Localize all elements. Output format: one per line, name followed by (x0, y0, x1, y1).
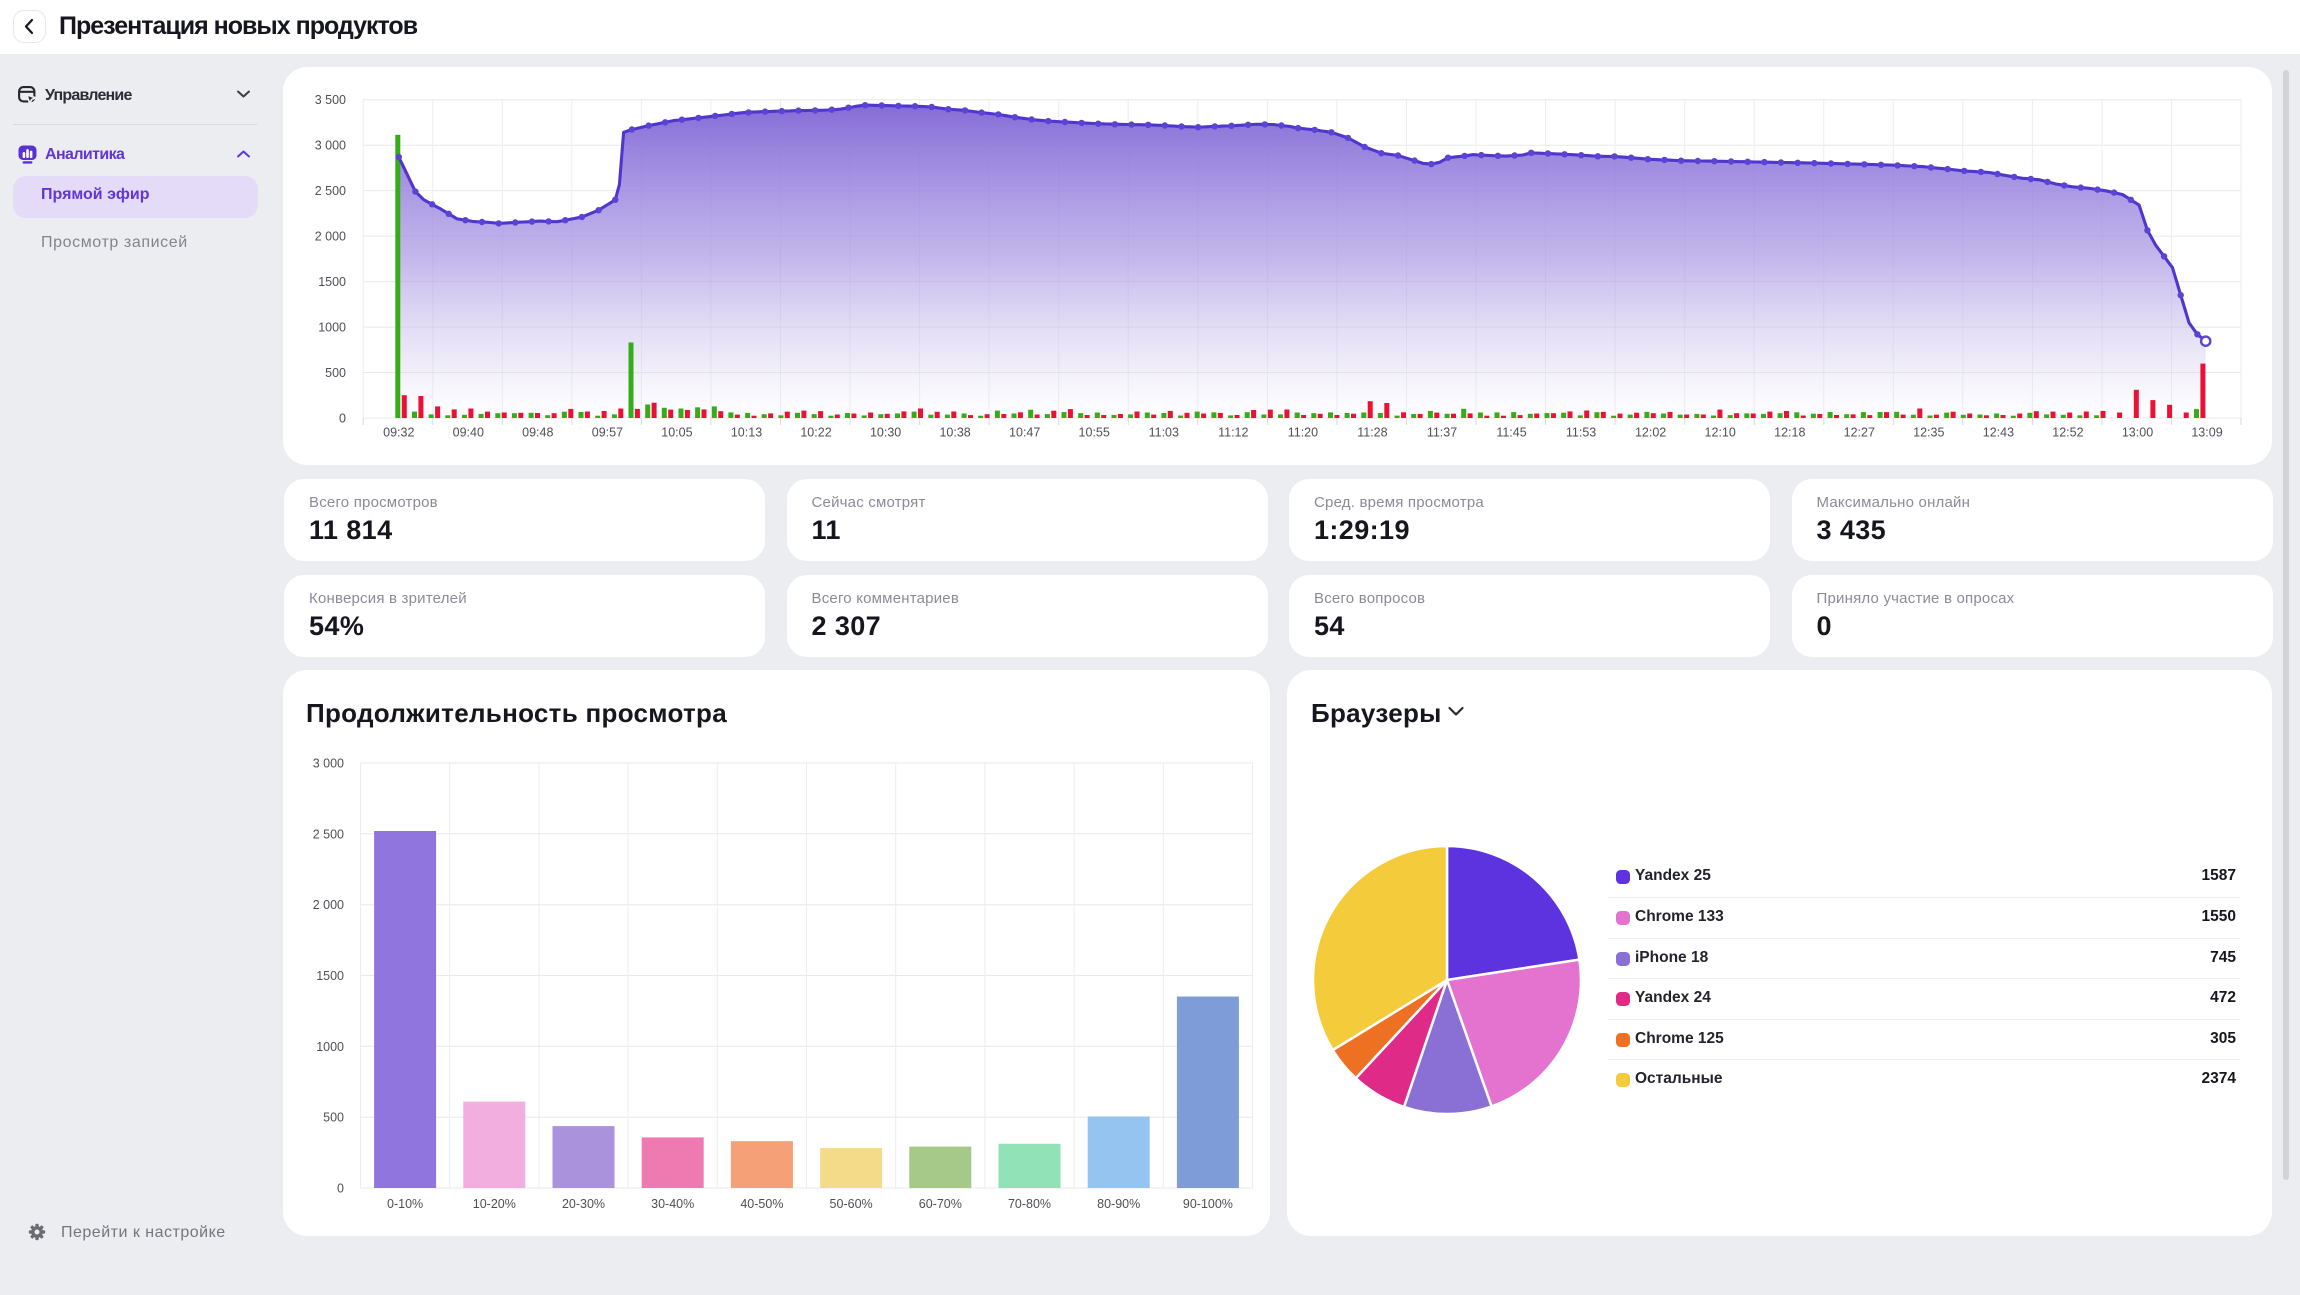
svg-text:10-20%: 10-20% (473, 1197, 516, 1211)
svg-text:500: 500 (323, 1111, 344, 1125)
svg-text:12:27: 12:27 (1844, 426, 1875, 440)
svg-text:11:53: 11:53 (1566, 426, 1596, 440)
svg-text:20-30%: 20-30% (562, 1197, 605, 1211)
svg-text:1000: 1000 (318, 321, 346, 335)
svg-text:2 500: 2 500 (315, 184, 346, 198)
svg-text:2 000: 2 000 (315, 230, 346, 244)
svg-text:30-40%: 30-40% (651, 1197, 694, 1211)
svg-text:0: 0 (337, 1182, 344, 1196)
svg-text:3 500: 3 500 (315, 93, 346, 107)
svg-text:12:02: 12:02 (1635, 426, 1666, 440)
svg-text:11:20: 11:20 (1288, 426, 1318, 440)
svg-text:10:05: 10:05 (661, 426, 692, 440)
svg-text:10:55: 10:55 (1079, 426, 1110, 440)
svg-text:11:37: 11:37 (1427, 426, 1457, 440)
svg-text:12:43: 12:43 (1983, 426, 2014, 440)
svg-text:2 000: 2 000 (313, 898, 344, 912)
svg-text:11:28: 11:28 (1357, 426, 1387, 440)
svg-text:1500: 1500 (318, 275, 346, 289)
svg-text:3 000: 3 000 (313, 757, 344, 771)
svg-text:09:57: 09:57 (592, 426, 623, 440)
svg-text:10:13: 10:13 (731, 426, 762, 440)
svg-text:09:48: 09:48 (522, 426, 553, 440)
svg-text:12:35: 12:35 (1913, 426, 1944, 440)
svg-text:3 000: 3 000 (315, 139, 346, 153)
svg-text:80-90%: 80-90% (1097, 1197, 1140, 1211)
svg-text:0: 0 (339, 412, 346, 426)
svg-text:11:45: 11:45 (1496, 426, 1526, 440)
svg-text:10:30: 10:30 (870, 426, 901, 440)
svg-text:09:32: 09:32 (383, 426, 414, 440)
svg-text:70-80%: 70-80% (1008, 1197, 1051, 1211)
svg-text:12:18: 12:18 (1774, 426, 1805, 440)
svg-text:90-100%: 90-100% (1183, 1197, 1233, 1211)
svg-text:0-10%: 0-10% (387, 1197, 423, 1211)
svg-text:40-50%: 40-50% (740, 1197, 783, 1211)
svg-text:1000: 1000 (316, 1040, 344, 1054)
svg-text:12:52: 12:52 (2052, 426, 2083, 440)
svg-text:09:40: 09:40 (453, 426, 484, 440)
svg-text:50-60%: 50-60% (830, 1197, 873, 1211)
svg-text:1500: 1500 (316, 969, 344, 983)
svg-text:60-70%: 60-70% (919, 1197, 962, 1211)
svg-text:12:10: 12:10 (1705, 426, 1736, 440)
svg-text:2 500: 2 500 (313, 827, 344, 841)
svg-text:500: 500 (325, 366, 346, 380)
svg-text:10:47: 10:47 (1009, 426, 1040, 440)
svg-text:13:09: 13:09 (2191, 426, 2222, 440)
svg-text:11:03: 11:03 (1149, 426, 1179, 440)
svg-text:13:00: 13:00 (2122, 426, 2153, 440)
svg-text:10:38: 10:38 (939, 426, 970, 440)
svg-text:10:22: 10:22 (800, 426, 831, 440)
svg-text:11:12: 11:12 (1218, 426, 1248, 440)
